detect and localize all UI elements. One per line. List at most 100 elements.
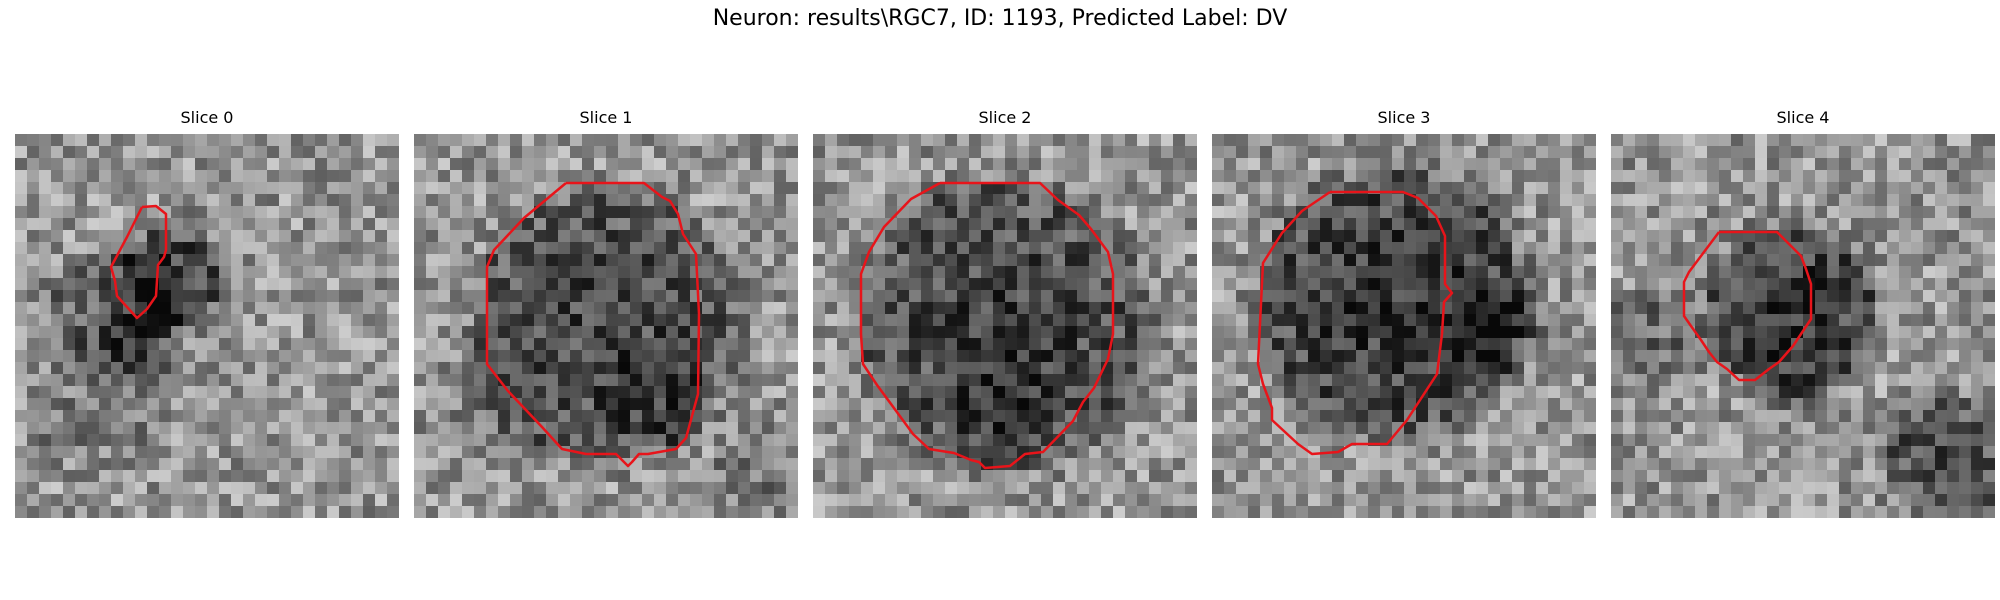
pixel-cell xyxy=(39,494,52,507)
pixel-cell xyxy=(327,350,340,363)
pixel-cell xyxy=(1236,458,1249,471)
pixel-cell xyxy=(1284,446,1297,459)
pixel-cell xyxy=(1077,254,1090,267)
pixel-cell xyxy=(171,170,184,183)
pixel-cell xyxy=(1755,158,1768,171)
pixel-cell xyxy=(1224,470,1237,483)
pixel-cell xyxy=(1512,338,1525,351)
pixel-cell xyxy=(1899,338,1912,351)
pixel-cell xyxy=(1149,446,1162,459)
pixel-cell xyxy=(87,218,100,231)
pixel-cell xyxy=(147,242,160,255)
pixel-cell xyxy=(1077,470,1090,483)
pixel-cell xyxy=(1959,314,1972,327)
pixel-cell xyxy=(1065,494,1078,507)
pixel-cell xyxy=(861,290,874,303)
pixel-cell xyxy=(1101,218,1114,231)
pixel-cell xyxy=(981,218,994,231)
pixel-cell xyxy=(909,494,922,507)
pixel-cell xyxy=(1308,266,1321,279)
pixel-cell xyxy=(750,278,763,291)
pixel-cell xyxy=(570,290,583,303)
pixel-cell xyxy=(1983,362,1995,375)
pixel-cell xyxy=(219,290,232,303)
pixel-cell xyxy=(546,374,559,387)
pixel-cell xyxy=(414,278,427,291)
pixel-cell xyxy=(1284,482,1297,495)
pixel-cell xyxy=(1089,146,1102,159)
pixel-cell xyxy=(231,158,244,171)
pixel-cell xyxy=(1416,218,1429,231)
pixel-cell xyxy=(534,314,547,327)
pixel-cell xyxy=(1161,194,1174,207)
pixel-cell xyxy=(1101,410,1114,423)
pixel-cell xyxy=(462,398,475,411)
pixel-cell xyxy=(339,326,352,339)
pixel-cell xyxy=(486,146,499,159)
pixel-cell xyxy=(1476,350,1489,363)
pixel-cell xyxy=(1767,194,1780,207)
pixel-cell xyxy=(1971,434,1984,447)
pixel-cell xyxy=(594,170,607,183)
pixel-cell xyxy=(1320,134,1333,147)
pixel-cell xyxy=(1611,326,1624,339)
pixel-cell xyxy=(1887,410,1900,423)
pixel-cell xyxy=(327,386,340,399)
pixel-cell xyxy=(1947,422,1960,435)
pixel-cell xyxy=(327,362,340,375)
pixel-cell xyxy=(1113,422,1126,435)
pixel-cell xyxy=(1755,398,1768,411)
pixel-cell xyxy=(207,470,220,483)
pixel-cell xyxy=(1887,350,1900,363)
pixel-cell xyxy=(1005,182,1018,195)
pixel-cell xyxy=(1536,158,1549,171)
pixel-cell xyxy=(219,254,232,267)
pixel-cell xyxy=(195,326,208,339)
pixel-cell xyxy=(438,314,451,327)
pixel-cell xyxy=(1560,266,1573,279)
pixel-cell xyxy=(1017,338,1030,351)
pixel-cell xyxy=(231,434,244,447)
pixel-cell xyxy=(291,290,304,303)
pixel-cell xyxy=(1029,194,1042,207)
pixel-cell xyxy=(414,446,427,459)
pixel-cell xyxy=(1512,410,1525,423)
pixel-cell xyxy=(1320,278,1333,291)
pixel-cell xyxy=(993,434,1006,447)
pixel-cell xyxy=(1755,410,1768,423)
pixel-cell xyxy=(1500,242,1513,255)
pixel-cell xyxy=(1779,278,1792,291)
pixel-cell xyxy=(351,434,364,447)
pixel-cell xyxy=(546,506,559,518)
pixel-cell xyxy=(678,410,691,423)
pixel-cell xyxy=(1635,182,1648,195)
pixel-cell xyxy=(1224,422,1237,435)
pixel-cell xyxy=(630,134,643,147)
pixel-cell xyxy=(1731,458,1744,471)
pixel-cell xyxy=(135,422,148,435)
pixel-cell xyxy=(981,470,994,483)
cell-outline-2 xyxy=(859,181,1115,470)
pixel-cell xyxy=(726,182,739,195)
pixel-cell xyxy=(255,242,268,255)
pixel-cell xyxy=(702,362,715,375)
pixel-cell xyxy=(945,182,958,195)
pixel-cell xyxy=(945,230,958,243)
pixel-cell xyxy=(1659,326,1672,339)
pixel-cell xyxy=(582,434,595,447)
pixel-cell xyxy=(39,230,52,243)
pixel-cell xyxy=(933,458,946,471)
pixel-cell xyxy=(738,458,751,471)
pixel-cell xyxy=(1584,470,1596,483)
pixel-cell xyxy=(1851,314,1864,327)
pixel-cell xyxy=(1719,290,1732,303)
pixel-cell xyxy=(1500,314,1513,327)
pixel-cell xyxy=(327,242,340,255)
pixel-cell xyxy=(426,302,439,315)
pixel-cell xyxy=(279,398,292,411)
pixel-cell xyxy=(1488,326,1501,339)
pixel-cell xyxy=(135,338,148,351)
pixel-cell xyxy=(1488,338,1501,351)
pixel-cell xyxy=(570,374,583,387)
pixel-cell xyxy=(1428,266,1441,279)
